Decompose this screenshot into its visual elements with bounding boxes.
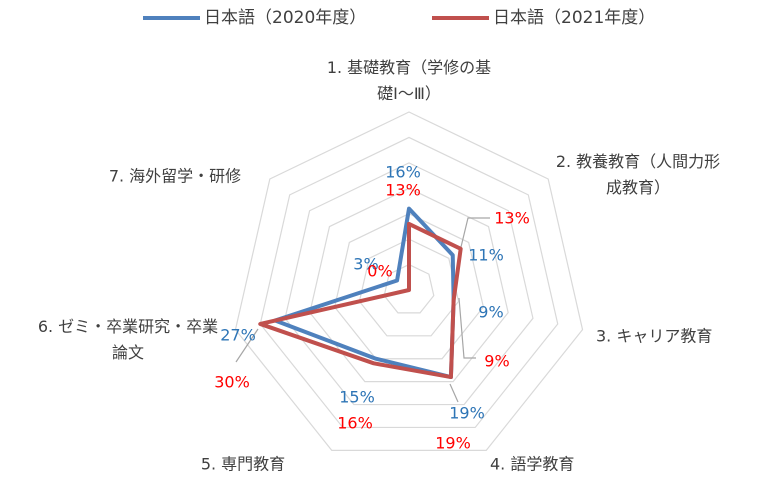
data-label: 0% (367, 262, 392, 281)
category-label-line: 論文 (112, 343, 144, 362)
leader-line (458, 297, 476, 359)
grid-ring (259, 136, 559, 429)
data-label: 16% (385, 163, 421, 182)
data-label: 13% (494, 209, 530, 228)
grid-ring (309, 187, 509, 383)
leader-line (449, 383, 459, 403)
legend-label: 日本語（2021年度） (493, 8, 655, 28)
data-label: 9% (484, 352, 509, 371)
leader-line (235, 328, 259, 363)
data-label: 19% (449, 404, 485, 423)
data-label: 16% (337, 414, 373, 433)
series-line (273, 206, 456, 380)
data-label: 13% (385, 181, 421, 200)
data-label: 3% (353, 255, 378, 274)
grid-ring (333, 213, 485, 360)
series-line (258, 221, 463, 380)
category-label: 4. 語学教育 (490, 455, 574, 474)
category-label-line: 礎Ⅰ～Ⅲ） (377, 84, 441, 103)
grid-ring (383, 263, 435, 314)
data-label: 9% (478, 303, 503, 322)
category-label: 1. 基礎教育（学修の基礎Ⅰ～Ⅲ） (327, 58, 491, 103)
leader-line (460, 217, 490, 248)
category-label: 3. キャリア教育 (596, 327, 712, 346)
category-label-line: 成教育） (606, 178, 670, 197)
data-label: 27% (220, 326, 256, 345)
category-label-line: 2. 教養教育（人間力形 (556, 152, 720, 171)
leader-lines (235, 217, 490, 403)
grid-ring (234, 111, 584, 451)
category-label: 2. 教養教育（人間力形成教育） (556, 152, 720, 197)
data-label: 30% (214, 373, 250, 392)
category-label: 6. ゼミ・卒業研究・卒業論文 (38, 317, 218, 362)
grid-ring (284, 162, 534, 406)
data-label: 15% (339, 388, 375, 407)
legend-label: 日本語（2020年度） (204, 8, 366, 28)
grid-ring (358, 238, 460, 337)
category-label: 5. 専門教育 (201, 455, 285, 474)
category-label: 7. 海外留学・研修 (109, 167, 241, 186)
category-label-line: 6. ゼミ・卒業研究・卒業 (38, 317, 218, 336)
data-label: 11% (468, 246, 504, 265)
category-label-line: 1. 基礎教育（学修の基 (327, 58, 491, 77)
data-label: 19% (435, 434, 471, 453)
